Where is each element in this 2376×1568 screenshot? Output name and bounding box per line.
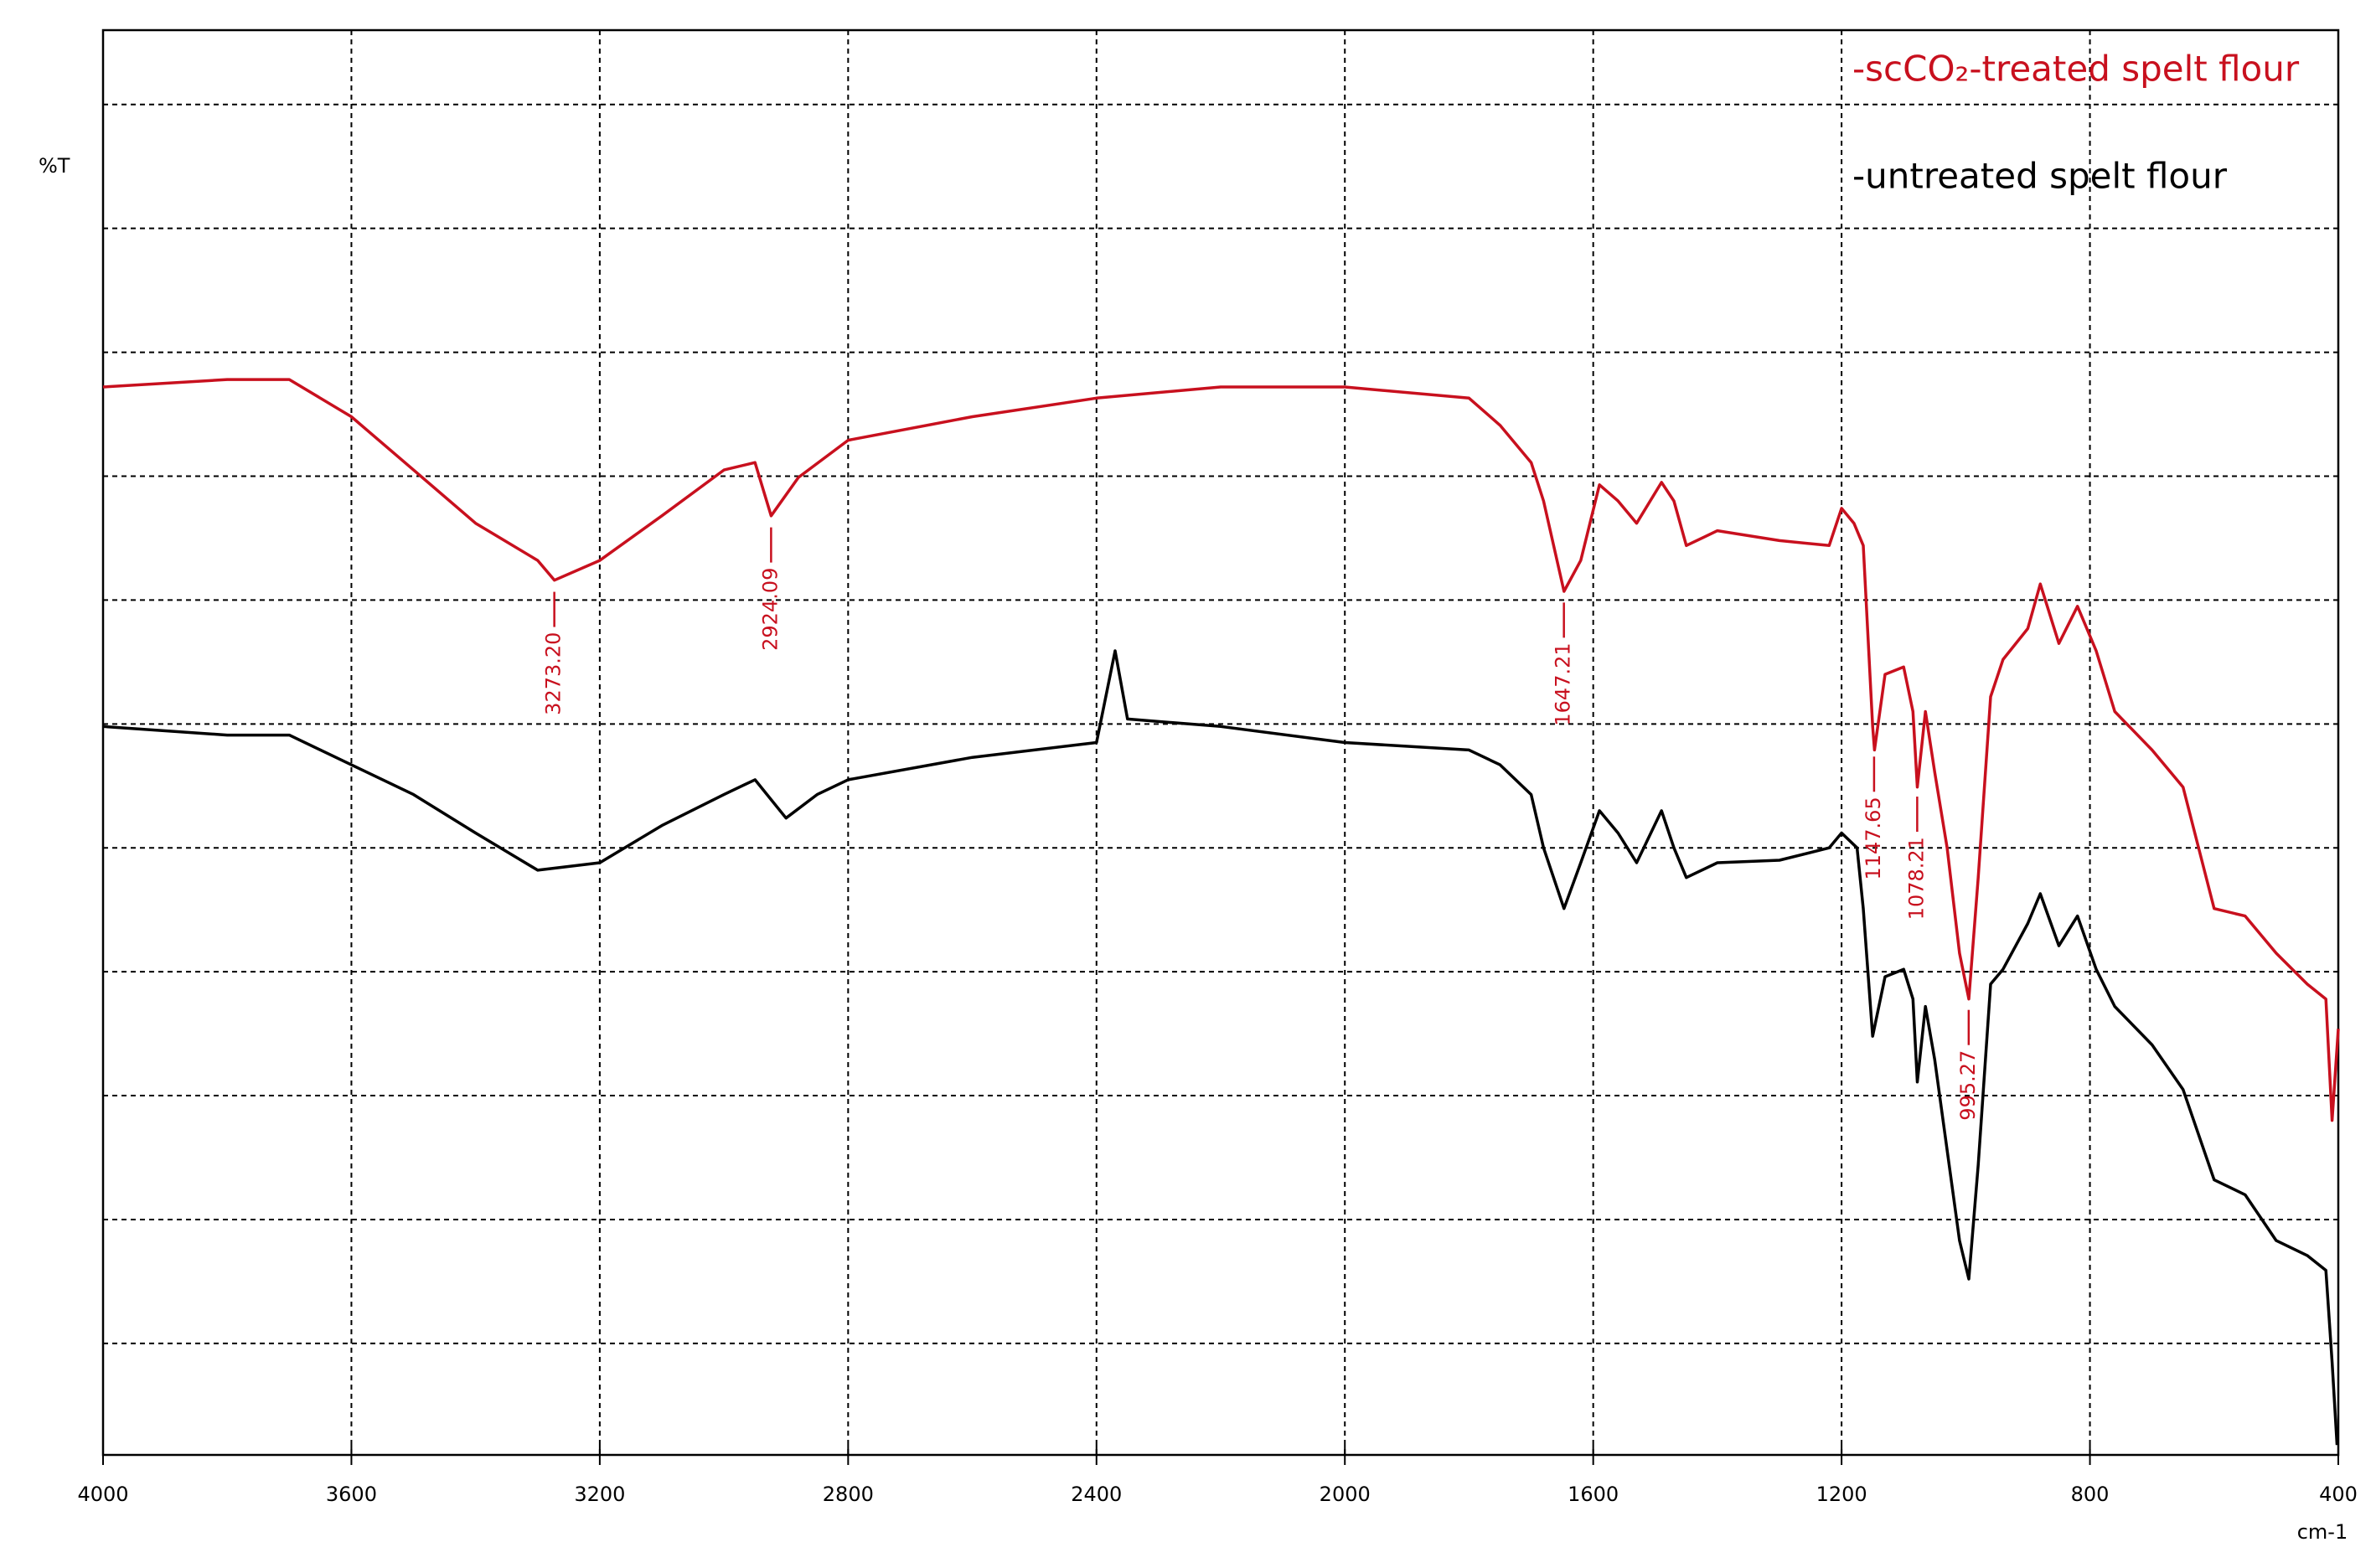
x-tick-label: 3600 [326,1483,377,1506]
x-tick-label: 400 [2319,1483,2358,1506]
legend-label: -untreated spelt flour [1852,156,2228,197]
x-axis-label: cm-1 [2297,1520,2348,1544]
x-tick-label: 800 [2071,1483,2110,1506]
peak-label: 3273.20 [542,632,566,715]
peak-label: 2924.09 [758,568,782,651]
x-tick-label: 3200 [574,1483,625,1506]
series-line [102,649,2339,1446]
legend-label: -scCO₂-treated spelt flour [1852,49,2300,90]
peak-label: 1078.21 [1904,837,1928,920]
x-tick-label: 2800 [823,1483,874,1506]
peak-label: 1647.21 [1552,642,1575,725]
x-tick-label: 1200 [1816,1483,1867,1506]
x-tick-label: 4000 [77,1483,128,1506]
peak-label: 995.27 [1956,1050,1980,1121]
peak-label: 1147.65 [1862,797,1885,879]
y-axis-label: %T [39,154,70,178]
plot-frame [101,28,2340,1457]
x-tick-label: 2400 [1071,1483,1122,1506]
x-tick-label: 2000 [1320,1483,1371,1506]
x-tick-label: 1600 [1568,1483,1619,1506]
series-line [102,378,2340,1122]
